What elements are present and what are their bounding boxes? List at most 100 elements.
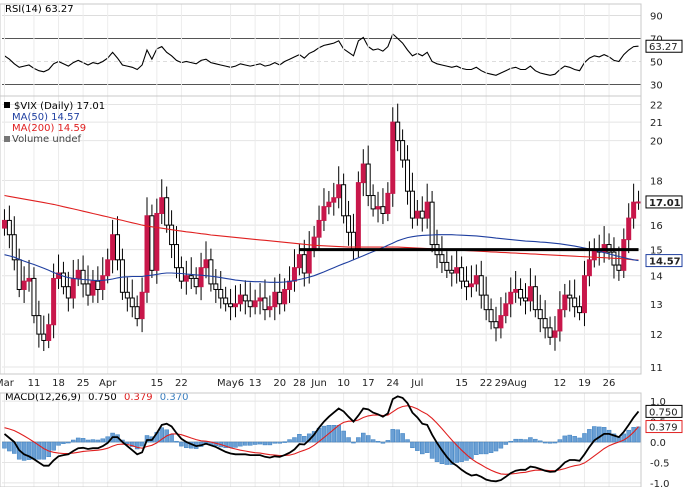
x-tick-label: 22 bbox=[480, 378, 493, 389]
candle-body bbox=[31, 277, 37, 317]
x-tick-label: Jun bbox=[310, 378, 327, 389]
candle-body bbox=[287, 280, 293, 290]
macd-histogram-bar bbox=[21, 441, 27, 461]
price-legend: $VIX (Daily) 17.01 MA(50) 14.57 MA(200) … bbox=[12, 101, 105, 145]
macd-histogram-bar bbox=[577, 437, 582, 443]
macd-histogram-bar bbox=[85, 439, 91, 443]
candle-body bbox=[65, 286, 71, 299]
rsi-tick-label: 50 bbox=[650, 58, 663, 69]
macd-histogram-bar bbox=[277, 441, 282, 444]
legend-ma200: MA(200) 14.59 bbox=[12, 123, 86, 134]
macd-value-tag-text: 0.379 bbox=[649, 423, 678, 434]
x-tick-label: 26 bbox=[603, 378, 616, 389]
candle-body bbox=[346, 215, 352, 233]
candle-body bbox=[242, 294, 248, 302]
macd-histogram-bar bbox=[336, 425, 341, 443]
candle-body bbox=[36, 315, 42, 335]
x-tick-label: 24 bbox=[386, 378, 399, 389]
macd-label: MACD(12,26,9) 0.750 0.379 0.370 bbox=[5, 392, 188, 403]
macd-histogram-bar bbox=[233, 441, 238, 448]
macd-histogram-bar bbox=[61, 441, 66, 444]
candle-body bbox=[464, 280, 470, 288]
candle-body bbox=[508, 291, 514, 305]
macd-histogram-bar bbox=[80, 438, 86, 443]
candle-body bbox=[518, 288, 524, 299]
candle-body bbox=[75, 269, 81, 279]
macd-histogram-bar bbox=[444, 441, 450, 465]
candle-body bbox=[223, 297, 229, 305]
macd-histogram-bar bbox=[420, 441, 425, 455]
candle-body bbox=[115, 234, 121, 261]
macd-histogram-bar bbox=[552, 441, 558, 444]
macd-histogram-bar bbox=[483, 441, 489, 455]
macd-histogram-bar bbox=[474, 441, 479, 455]
candle-body bbox=[409, 190, 415, 219]
macd-histogram-bar bbox=[592, 426, 597, 443]
candle-body bbox=[483, 294, 489, 311]
candle-body bbox=[228, 303, 234, 308]
candle-body bbox=[449, 269, 455, 274]
candle-body bbox=[178, 267, 184, 282]
macd-histogram-bar bbox=[134, 441, 140, 450]
macd-histogram-bar bbox=[479, 441, 484, 455]
candle-body bbox=[11, 234, 17, 261]
candle-body bbox=[164, 197, 170, 226]
candle-body bbox=[385, 192, 391, 214]
rsi-panel: 3050709063.27 bbox=[2, 12, 683, 92]
price-tick-label: 20 bbox=[650, 137, 663, 148]
candle-body bbox=[301, 254, 307, 274]
macd-histogram-bar bbox=[572, 436, 577, 443]
candle-body bbox=[355, 182, 361, 251]
candle-body bbox=[16, 259, 22, 290]
candle-body bbox=[282, 288, 288, 305]
x-tick-label: 29Aug bbox=[495, 378, 527, 389]
macd-histogram-bar bbox=[365, 435, 371, 443]
candle-body bbox=[129, 297, 135, 308]
macd-histogram-bar bbox=[247, 441, 253, 446]
macd-histogram-bar bbox=[36, 441, 42, 460]
candle-body bbox=[60, 272, 66, 288]
candle-body bbox=[405, 159, 411, 192]
candle-body bbox=[586, 259, 592, 277]
candle-body bbox=[429, 201, 435, 246]
macd-histogram-bar bbox=[523, 439, 528, 443]
macd-line bbox=[3, 395, 640, 483]
price-value-tag bbox=[645, 195, 683, 209]
ma50-line bbox=[4, 234, 639, 283]
x-tick-label: 18 bbox=[52, 378, 65, 389]
candle-body bbox=[395, 121, 401, 142]
candle-body bbox=[503, 303, 509, 317]
macd-histogram-bar bbox=[415, 441, 420, 451]
macd-histogram-bar bbox=[488, 441, 494, 453]
price-tick-label: 21 bbox=[650, 118, 663, 129]
macd-histogram-bar bbox=[503, 441, 509, 445]
candle-body bbox=[262, 297, 268, 311]
macd-histogram-bar bbox=[130, 441, 135, 447]
macd-legend-value: 0.750 bbox=[88, 392, 117, 403]
candle-body bbox=[100, 275, 106, 290]
price-tick-label: 18 bbox=[650, 177, 663, 188]
macd-histogram-bar bbox=[542, 441, 548, 444]
candle-body bbox=[336, 184, 342, 199]
macd-value-tag-text: 0.750 bbox=[649, 407, 678, 418]
candle-body bbox=[173, 244, 179, 269]
candle-body bbox=[311, 236, 317, 251]
macd-histogram-bar bbox=[356, 437, 361, 443]
x-tick-label: 22 bbox=[175, 378, 188, 389]
rsi-line bbox=[4, 32, 639, 76]
macd-histogram-bar bbox=[493, 441, 499, 452]
macd-histogram-bar bbox=[26, 441, 32, 460]
macd-histogram-bar bbox=[537, 440, 543, 443]
candle-body bbox=[577, 306, 583, 314]
candle-body bbox=[139, 291, 145, 320]
candle-body bbox=[252, 300, 258, 308]
macd-histogram-bar bbox=[449, 441, 455, 465]
candle-body bbox=[85, 283, 91, 296]
macd-histogram-bar bbox=[7, 441, 12, 452]
candle-body bbox=[370, 195, 376, 210]
macd-histogram-bar bbox=[375, 440, 381, 443]
candle-body bbox=[400, 140, 406, 161]
macd-histogram-bar bbox=[341, 430, 346, 443]
